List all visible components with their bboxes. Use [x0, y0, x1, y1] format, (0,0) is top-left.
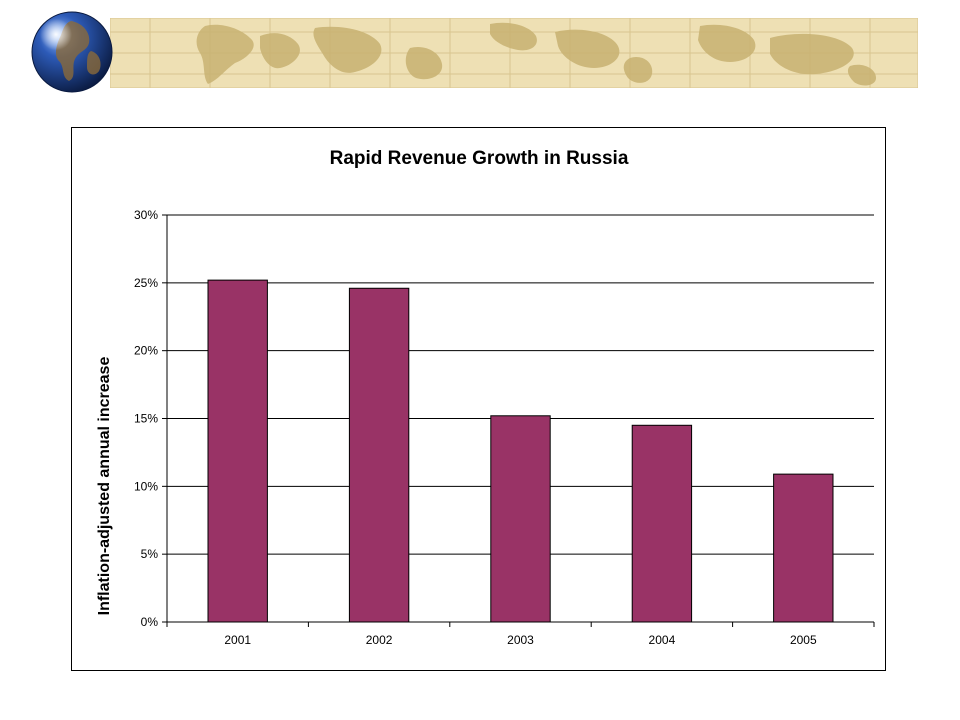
x-tick-label: 2001 — [224, 633, 251, 647]
globe-icon — [31, 11, 113, 93]
y-tick-label: 5% — [141, 547, 159, 561]
bar — [773, 473, 834, 623]
x-tick-label: 2004 — [649, 633, 676, 647]
bar — [348, 287, 410, 623]
y-tick-label: 30% — [134, 208, 158, 222]
x-tick-label: 2003 — [507, 633, 534, 647]
bar — [207, 279, 268, 623]
y-tick-label: 20% — [134, 344, 158, 358]
chart-frame: Rapid Revenue Growth in Russia 0% 5% 10% 15… — [71, 127, 886, 671]
y-tick-label: 10% — [134, 479, 158, 493]
chart-title: Rapid Revenue Growth in Russia — [330, 148, 629, 169]
plot-area: 0% 5% 10% 15% 20% 25% 30% 2001 2002 2003 2004 2005 — [134, 208, 875, 647]
x-tick-label: 2002 — [366, 633, 393, 647]
world-map-banner — [110, 18, 918, 88]
y-axis-label: Inflation-adjusted annual increase — [96, 357, 113, 616]
bar — [631, 424, 693, 623]
bar-chart: Rapid Revenue Growth in Russia 0% 5% 10% 15… — [96, 148, 875, 647]
x-tick-label: 2005 — [790, 633, 817, 647]
bar — [490, 415, 551, 623]
y-tick-label: 15% — [134, 412, 158, 426]
y-tick-label: 0% — [141, 615, 159, 629]
y-tick-label: 25% — [134, 276, 158, 290]
